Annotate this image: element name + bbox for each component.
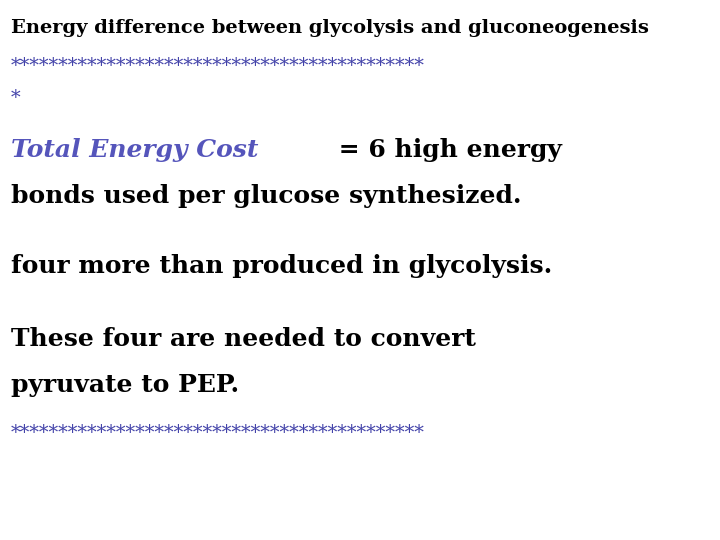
Text: *: * [11, 89, 20, 107]
Text: Total Energy Cost: Total Energy Cost [11, 138, 258, 161]
Text: four more than produced in glycolysis.: four more than produced in glycolysis. [11, 254, 552, 278]
Text: Energy difference between glycolysis and gluconeogenesis: Energy difference between glycolysis and… [11, 19, 649, 37]
Text: bonds used per glucose synthesized.: bonds used per glucose synthesized. [11, 184, 521, 207]
Text: *******************************************: ****************************************… [11, 424, 425, 442]
Text: These four are needed to convert: These four are needed to convert [11, 327, 476, 350]
Text: *******************************************: ****************************************… [11, 57, 425, 75]
Text: = 6 high energy: = 6 high energy [330, 138, 562, 161]
Text: pyruvate to PEP.: pyruvate to PEP. [11, 373, 239, 396]
